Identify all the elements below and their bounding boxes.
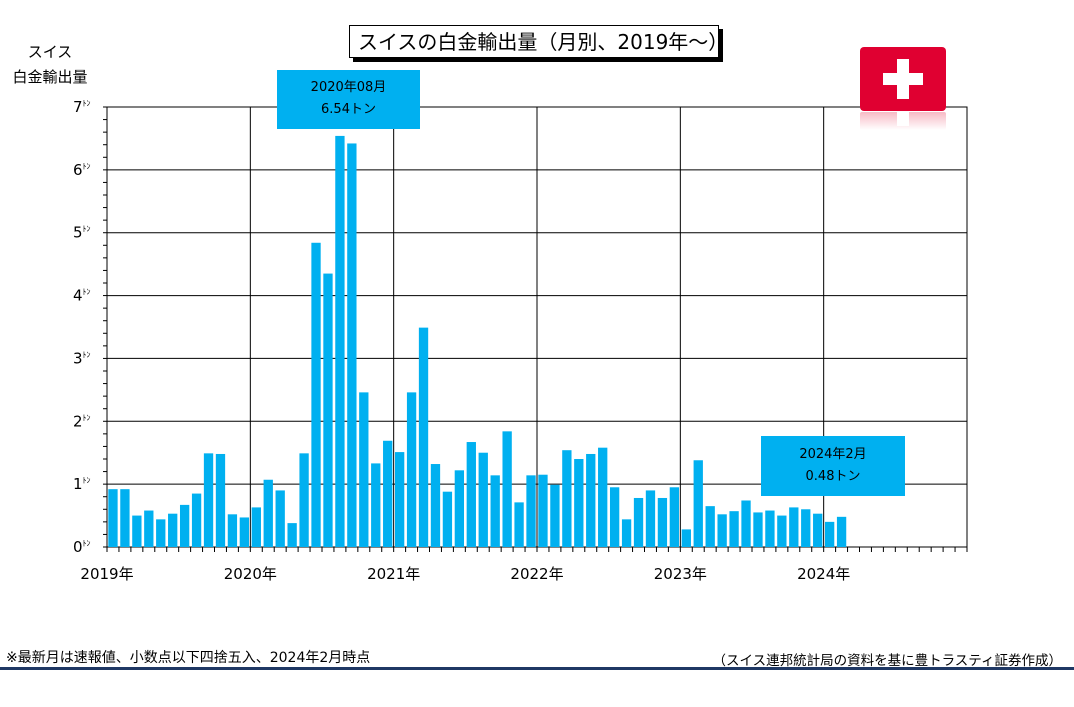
annotation-peak-value: 6.54トン [321,102,376,117]
y-axis-label-line1: スイス [27,43,73,61]
x-tick-label: 2021年 [367,565,420,583]
annotation-peak: 2020年08月 6.54トン [277,70,420,129]
bar [347,143,357,547]
bar [741,500,751,547]
x-tick-label: 2019年 [80,565,133,583]
bar [550,484,560,547]
bar [466,442,476,547]
y-tick-label: 4ﾄﾝ [73,287,91,305]
bar [813,513,823,547]
x-tick-label: 2022年 [510,565,563,583]
bar [621,519,632,547]
footnote: ※最新月は速報値、小数点以下四捨五入、2024年2月時点 [6,650,371,666]
bar [789,507,799,547]
bar [562,450,572,547]
annotation-latest-date: 2024年2月 [799,447,867,462]
bar [406,392,417,547]
bar [132,515,142,547]
bar [574,459,584,547]
bar [693,460,703,547]
bar [586,453,596,547]
bottom-rule [0,667,1074,670]
annotation-latest: 2024年2月 0.48トン [761,436,905,496]
bar [227,514,238,547]
y-tick-label: 1ﾄﾝ [73,475,91,493]
bar [824,521,835,547]
bar [490,475,500,547]
bar [239,517,250,547]
bar [156,519,166,547]
bar [418,327,429,547]
bar [299,453,309,547]
bar [144,510,154,547]
annotation-peak-date: 2020年08月 [310,80,387,95]
bar [753,512,763,547]
bar [383,440,393,547]
y-tick-label: 5ﾄﾝ [73,224,91,242]
bar [359,392,369,547]
swiss-flag-icon [860,47,946,111]
bar [323,273,333,547]
y-tick-label: 3ﾄﾝ [73,349,91,367]
x-tick-label: 2024年 [797,565,850,583]
y-axis-label: スイス 白金輸出量 [10,40,90,90]
bar [669,487,680,547]
bar [191,493,202,547]
bar [442,491,453,547]
bar [108,489,118,547]
bar [657,497,668,547]
y-tick-label: 7ﾄﾝ [73,98,91,116]
y-tick-label: 2ﾄﾝ [73,412,91,430]
bar [526,475,536,547]
y-axis-label-line2: 白金輸出量 [12,68,88,86]
bar [203,453,214,547]
annotation-latest-value: 0.48トン [805,469,861,484]
bar [502,431,512,547]
bar [311,242,321,547]
bar [371,463,381,547]
bar [538,474,548,547]
swiss-flag-reflection [860,112,946,130]
bar [179,504,190,547]
bar [454,470,465,547]
x-tick-label: 2023年 [654,565,707,583]
bar [777,515,787,547]
bar [681,529,691,547]
bar [609,487,620,547]
bar [287,523,297,547]
bar [633,497,644,547]
bar [215,453,226,547]
y-tick-label: 6ﾄﾝ [73,161,91,179]
bar [645,490,656,547]
bar [478,452,488,547]
bar [335,135,345,547]
bar [263,479,273,547]
bar [598,447,608,547]
bar [275,490,285,547]
bar [705,506,715,547]
bar [251,507,261,547]
bar [765,510,775,547]
y-tick-label: 0ﾄﾝ [73,538,91,556]
bar [729,511,739,547]
bar [394,452,405,547]
bar [801,509,811,547]
bar [514,502,524,547]
source-note: （スイス連邦統計局の資料を基に豊トラスティ証券作成） [712,653,1062,669]
bar [717,514,727,547]
bar [168,513,178,547]
bar [120,489,130,547]
bar [836,516,847,547]
chart-title: スイスの白金輸出量（月別、2019年～） [349,25,728,58]
x-tick-label: 2020年 [224,565,277,583]
bar [430,464,441,547]
